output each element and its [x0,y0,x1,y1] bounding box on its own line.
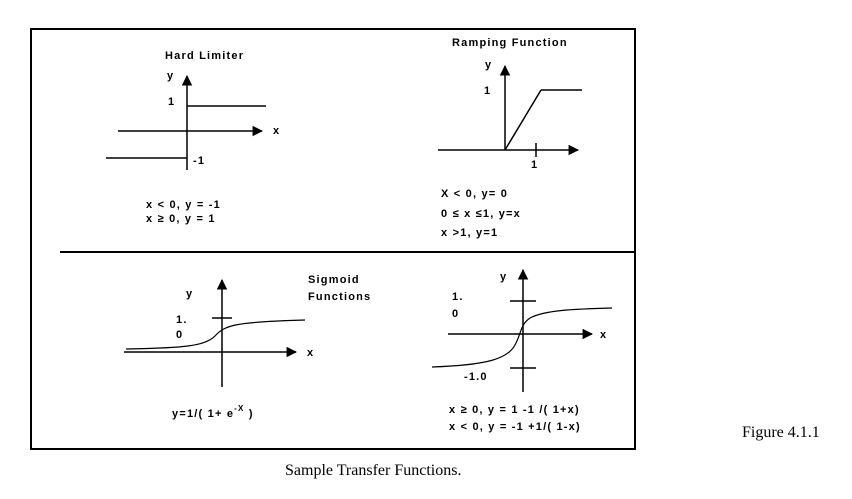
sigmoid-left-x-label: x [307,347,314,359]
sigmoid-right-tick-bottom: 0 [452,308,459,320]
hard-limiter-rule-1: x < 0, y = -1 [146,199,221,211]
sigmoid-title-line1: Sigmoid [308,274,360,286]
sigmoid-left-formula-sup: -X [234,404,244,413]
hard-limiter-panel: Hard Limiter y x 1 -1 x < 0, y = -1 x ≥ … [106,50,280,225]
hard-limiter-title: Hard Limiter [165,50,244,62]
figure-frame [30,28,636,450]
sigmoid-left-formula-end: ) [245,408,254,420]
figure-number: Figure 4.1.1 [742,424,820,441]
ramping-y-label: y [485,59,492,71]
figure-caption: Sample Transfer Functions. [285,462,462,479]
sigmoid-right-x-label: x [600,329,607,341]
sigmoid-right-y-label: y [500,271,507,283]
hard-limiter-y-label: y [167,70,174,82]
ramping-tick-y: 1 [484,85,491,97]
sigmoid-right-rule-1: x ≥ 0, y = 1 -1 /( 1+x) [449,404,580,416]
ramping-panel: Ramping Function y 1 1 X < 0, y= 0 0 ≤ x… [438,37,582,239]
ramping-rule-3: x >1, y=1 [441,227,498,239]
ramping-rule-1: X < 0, y= 0 [441,188,508,200]
sigmoid-right-curve [431,307,613,368]
sigmoid-right-panel: y 1. 0 x -1.0 x ≥ 0, y = 1 -1 /( 1+x) x … [431,268,613,433]
ramping-rule-2: 0 ≤ x ≤1, y=x [441,208,521,220]
hard-limiter-rule-2: x ≥ 0, y = 1 [146,213,216,225]
sigmoid-right-rule-2: x < 0, y = -1 +1/( 1-x) [449,421,581,433]
sigmoid-left-curve [125,319,306,350]
sigmoid-left-formula: y=1/( 1+ e-X ) [172,404,254,420]
sigmoid-right-tick-neg: -1.0 [464,371,488,383]
sigmoid-left-y-label: y [186,288,193,300]
sigmoid-left-tick-top: 1. [176,314,188,326]
sigmoid-right-tick-top: 1. [452,291,464,303]
hard-limiter-x-label: x [273,125,280,137]
sigmoid-title-line2: Functions [308,291,371,303]
hard-limiter-tick-pos: 1 [168,96,175,108]
hard-limiter-tick-neg: -1 [193,155,205,167]
sigmoid-left-formula-main: y=1/( 1+ e [172,408,234,420]
ramping-tick-x: 1 [531,159,538,171]
ramping-title: Ramping Function [452,37,568,49]
sigmoid-left-tick-bottom: 0 [176,329,183,341]
sigmoid-left-panel: y 1. 0 x y=1/( 1+ e-X ) [124,278,314,420]
ramping-ramp [504,89,542,151]
